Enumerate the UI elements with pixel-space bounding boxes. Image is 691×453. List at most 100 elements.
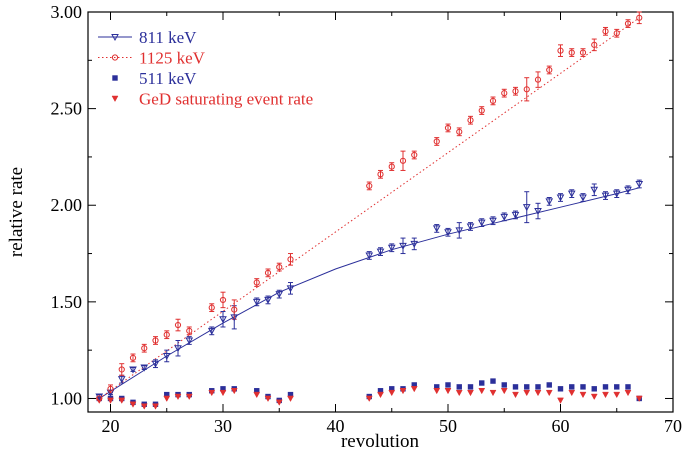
1125-kev-point [377, 171, 384, 178]
811-kev-point [455, 227, 464, 235]
811-kev-point [567, 190, 576, 198]
1125-kev-point [489, 97, 497, 104]
811-kev-point [286, 285, 295, 293]
1125-kev-point [534, 76, 542, 83]
ged-saturating-event-rate-point [129, 401, 137, 408]
811-kev-point [230, 314, 239, 322]
1125-kev-point [501, 90, 508, 97]
811-kev-point [387, 244, 396, 252]
ged-saturating-event-rate-point [118, 397, 126, 404]
811-kev-point [376, 248, 385, 256]
ged-saturating-event-rate-point [140, 403, 148, 410]
ged-saturating-event-rate-point [365, 395, 373, 402]
511-kev-point [490, 378, 496, 384]
811-kev-point [590, 186, 599, 194]
legend-label: 511 keV [139, 69, 197, 88]
511-kev-point [389, 386, 395, 392]
ged-saturating-event-rate-point [635, 395, 643, 402]
811-kev-point [534, 208, 542, 216]
ged-saturating-event-rate-point [388, 389, 396, 397]
ged-saturating-event-rate-point [602, 391, 609, 399]
511-kev-point [501, 382, 507, 388]
legend-label: 811 keV [139, 28, 197, 47]
511-kev-point [512, 384, 519, 390]
1125-kev-point [613, 30, 620, 37]
511-kev-point [411, 382, 417, 388]
y-axis-title: relative rate [6, 167, 27, 257]
1125-kev-point [186, 327, 193, 334]
1125-kev-point [568, 49, 575, 56]
811-kev-point [219, 316, 227, 324]
811-kev-point [264, 296, 272, 304]
ged-saturating-event-rate-point [275, 399, 283, 406]
811-kev-point [207, 327, 216, 335]
1125-kev-point [624, 20, 632, 27]
811-kev-point [117, 376, 126, 384]
legend-marker [112, 75, 118, 81]
811-kev-point [511, 211, 520, 219]
y-tick-label: 2.50 [51, 99, 83, 119]
811-kev-point [579, 194, 587, 202]
1125-kev-point [231, 306, 238, 313]
1125-kev-point [152, 337, 159, 344]
1125-kev-point [287, 256, 294, 263]
ged-saturating-event-rate-point [174, 393, 182, 401]
1125-kev-point [208, 304, 215, 311]
ged-saturating-event-rate-point [590, 393, 598, 401]
y-ticks: 1.00 1.50 2.00 2.50 3.00 [51, 2, 673, 408]
511-kev-point [220, 386, 226, 392]
ged-saturating-event-rate-point [230, 387, 238, 395]
1125-kev-point [107, 385, 114, 392]
511-kev-point [434, 384, 440, 390]
811-kev-point [635, 180, 644, 189]
ged-saturating-event-rate-point [377, 391, 384, 399]
ged-saturating-event-rate-point [433, 387, 441, 395]
511-kev-point [377, 388, 384, 394]
511-kev-point [524, 384, 530, 390]
legend-marker [111, 54, 119, 61]
1125-kev-point [96, 395, 103, 402]
1125-kev-point [388, 163, 395, 170]
ged-saturating-event-rate-point [557, 397, 564, 404]
511-kev-point [535, 384, 541, 390]
ged-saturating-event-rate-point [568, 389, 576, 397]
1125-kev-point [276, 263, 283, 271]
511-kev-point [546, 382, 552, 388]
ged-saturating-event-rate-point [512, 391, 519, 399]
811-kev-point [522, 204, 531, 212]
x-tick-label: 50 [439, 416, 457, 436]
1125-kev-point [579, 49, 587, 56]
811-kev-point [129, 366, 137, 374]
1125-kev-point [174, 321, 182, 329]
x-tick-label: 70 [664, 416, 682, 436]
ged-saturating-event-rate-point [107, 397, 114, 404]
x-tick-label: 20 [102, 416, 120, 436]
1125-kev-point [523, 86, 530, 93]
plot-frame [87, 11, 674, 413]
811-kev-point [106, 389, 115, 397]
511-kev-point [591, 386, 597, 392]
ged-saturating-event-rate-point [253, 391, 261, 399]
y-tick-label: 1.50 [51, 292, 83, 312]
ged-saturating-event-rate-point [152, 403, 159, 410]
1125-kev-point [411, 151, 418, 159]
legend-marker [111, 95, 119, 103]
511-kev-point [164, 391, 170, 398]
ged-saturating-event-rate-point [613, 391, 621, 399]
y-tick-label: 1.00 [51, 388, 83, 408]
ged-saturating-event-rate-point [444, 387, 452, 395]
511-kev-point [580, 384, 586, 390]
811-kev-point [601, 192, 610, 200]
511-kev-point [445, 382, 451, 388]
1125-kev-point [602, 28, 609, 35]
511-kev-point [569, 384, 575, 390]
1125-kev-point [366, 182, 373, 190]
511-kev-point [467, 384, 474, 390]
y-tick-label: 3.00 [51, 2, 83, 22]
811-kev-point [410, 240, 419, 248]
1125-kev-point [456, 128, 463, 135]
511-kev-point [614, 384, 620, 390]
fit-line [99, 187, 640, 399]
1125-kev-point [557, 47, 564, 54]
